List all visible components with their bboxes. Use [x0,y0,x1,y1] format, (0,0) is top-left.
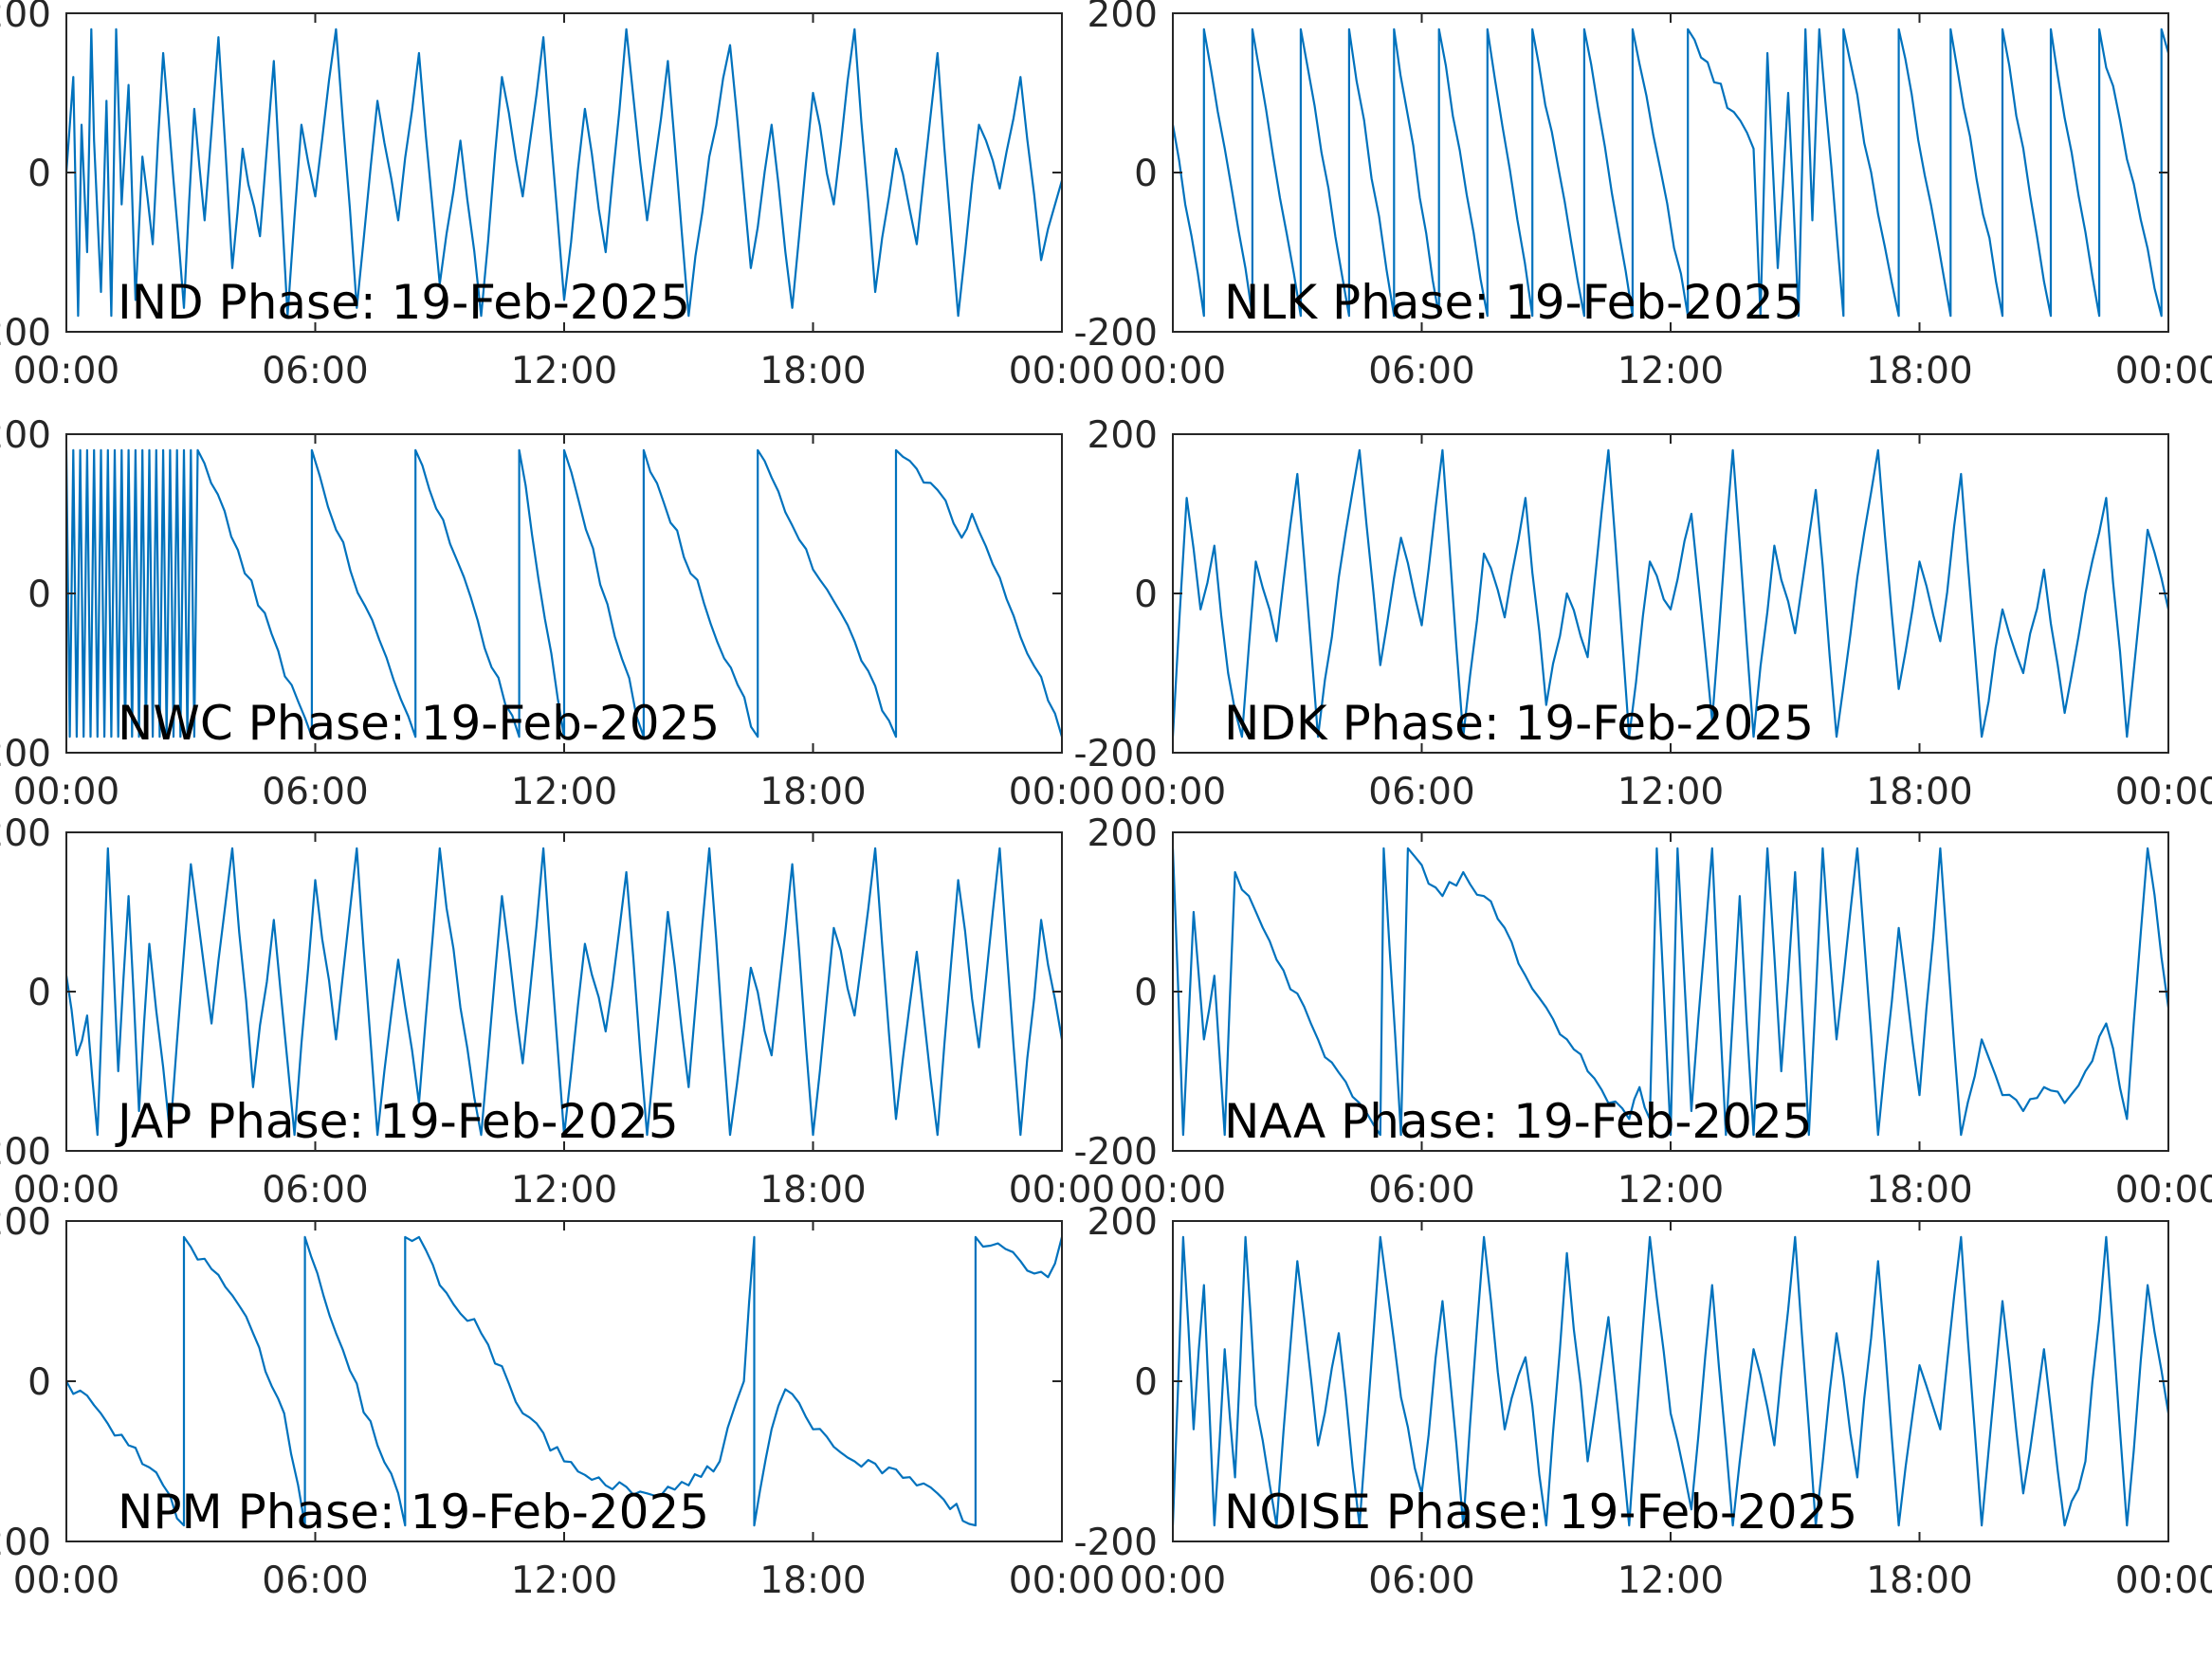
y-tick-label: 0 [1134,972,1158,1014]
x-tick-label: 00:00 [1009,1559,1115,1602]
x-tick-label: 00:00 [1120,350,1226,392]
x-tick-label: 18:00 [759,350,866,392]
y-tick-label: -200 [0,1522,51,1564]
y-tick-label: -200 [1073,1522,1158,1564]
x-tick-label: 00:00 [1120,1559,1226,1602]
y-tick-label: 0 [1134,153,1158,195]
x-tick-label: 00:00 [1120,1169,1226,1212]
x-tick-label: 12:00 [511,1169,617,1212]
x-tick-label: 18:00 [1866,1559,1972,1602]
y-tick-label: 0 [27,574,51,616]
y-tick-label: 200 [0,812,51,855]
x-tick-label: 00:00 [1009,1169,1115,1212]
y-tick-label: -200 [1073,1131,1158,1174]
x-tick-label: 06:00 [262,1559,368,1602]
y-tick-label: 200 [1088,812,1158,855]
x-tick-label: 18:00 [759,1169,866,1212]
x-tick-label: 00:00 [13,350,119,392]
x-tick-label: 00:00 [2115,771,2212,813]
plot-area [66,832,1062,1151]
series-line-naa [1173,847,2168,1137]
panel-title: NOISE Phase: 19-Feb-2025 [1224,1485,1857,1540]
x-tick-label: 18:00 [1866,771,1972,813]
y-tick-label: -200 [1073,312,1158,355]
x-tick-label: 12:00 [1618,350,1724,392]
plot-area [66,13,1062,332]
x-tick-label: 12:00 [511,350,617,392]
panel-title: NDK Phase: 19-Feb-2025 [1224,696,1814,751]
x-tick-label: 18:00 [1866,350,1972,392]
y-tick-label: 200 [1088,1201,1158,1244]
x-tick-label: 00:00 [2115,1559,2212,1602]
y-tick-label: 200 [0,1201,51,1244]
x-tick-label: 06:00 [262,771,368,813]
x-tick-label: 06:00 [262,350,368,392]
x-tick-label: 18:00 [759,1559,866,1602]
series-line-nwc [66,448,1062,738]
y-tick-label: -200 [0,312,51,355]
x-tick-label: 00:00 [1009,771,1115,813]
panel-title: NPM Phase: 19-Feb-2025 [118,1485,709,1540]
series-line-npm [66,1235,1062,1527]
y-tick-label: 0 [27,1361,51,1404]
x-tick-label: 12:00 [1618,771,1724,813]
x-tick-label: 18:00 [1866,1169,1972,1212]
y-tick-label: 200 [0,0,51,36]
x-tick-label: 06:00 [1368,350,1474,392]
x-tick-label: 06:00 [1368,771,1474,813]
panel-title: JAP Phase: 19-Feb-2025 [115,1094,679,1149]
x-tick-label: 06:00 [1368,1559,1474,1602]
x-tick-label: 06:00 [262,1169,368,1212]
x-tick-label: 00:00 [13,1559,119,1602]
y-tick-label: 200 [1088,0,1158,36]
x-tick-label: 00:00 [1009,350,1115,392]
y-tick-label: -200 [0,1131,51,1174]
panel-title: NLK Phase: 19-Feb-2025 [1224,275,1803,330]
y-tick-label: 0 [27,153,51,195]
panel-title: IND Phase: 19-Feb-2025 [118,275,690,330]
x-tick-label: 00:00 [1120,771,1226,813]
y-tick-label: 200 [0,414,51,457]
panel-title: NWC Phase: 19-Feb-2025 [118,696,720,751]
series-line-ind [66,27,1062,318]
series-line-ndk [1173,448,2168,738]
series-line-jap [66,847,1062,1137]
y-tick-label: -200 [1073,733,1158,775]
x-tick-label: 06:00 [1368,1169,1474,1212]
x-tick-label: 00:00 [13,1169,119,1212]
y-tick-label: -200 [0,733,51,775]
plot-area [1173,434,2168,753]
x-tick-label: 00:00 [13,771,119,813]
series-line-noise [1173,1235,2168,1527]
x-tick-label: 18:00 [759,771,866,813]
x-tick-label: 00:00 [2115,350,2212,392]
x-tick-label: 12:00 [511,771,617,813]
y-tick-label: 200 [1088,414,1158,457]
plot-area [66,1221,1062,1541]
x-tick-label: 12:00 [1618,1169,1724,1212]
series-line-nlk [1173,27,2168,318]
y-tick-label: 0 [1134,1361,1158,1404]
plot-area [1173,1221,2168,1541]
x-tick-label: 12:00 [1618,1559,1724,1602]
y-tick-label: 0 [1134,574,1158,616]
panel-title: NAA Phase: 19-Feb-2025 [1224,1094,1813,1149]
x-tick-label: 00:00 [2115,1169,2212,1212]
y-tick-label: 0 [27,972,51,1014]
x-tick-label: 12:00 [511,1559,617,1602]
